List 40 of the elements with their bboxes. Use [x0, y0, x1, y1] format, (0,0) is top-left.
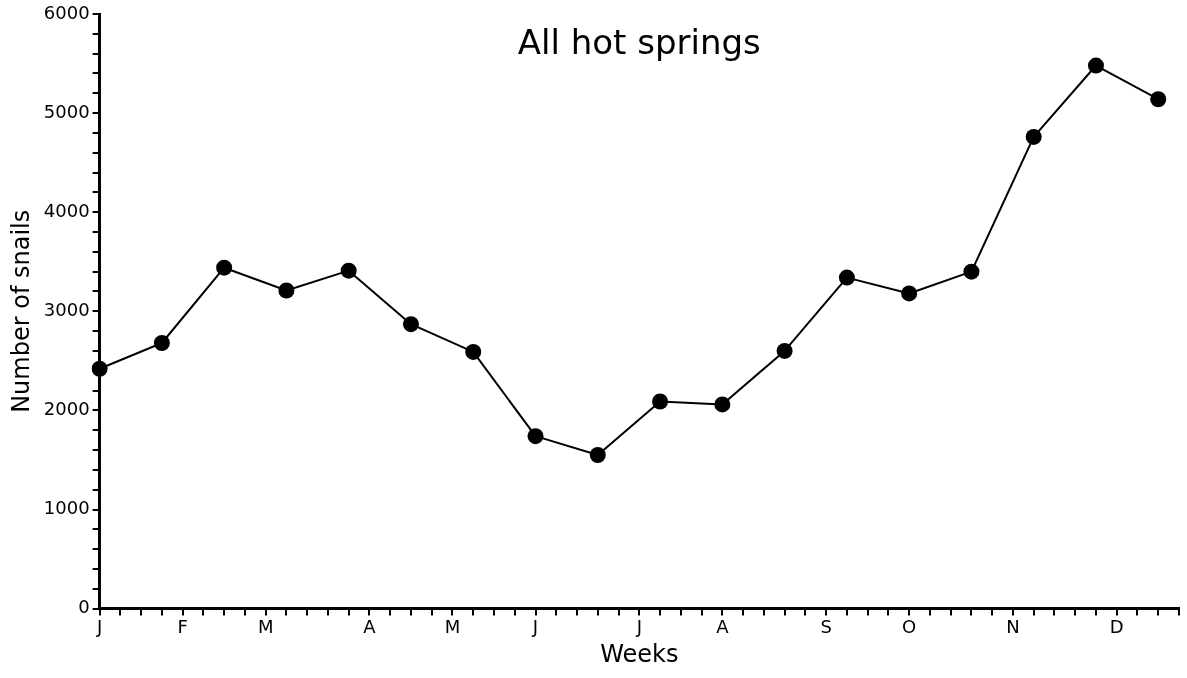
x-tick-label: M: [257, 616, 274, 638]
y-tick-label: 5000: [43, 100, 90, 122]
point: [589, 447, 606, 463]
x-tick-label: F: [177, 616, 188, 638]
x-tick-label: N: [1006, 616, 1020, 638]
point: [465, 343, 482, 360]
x-tick-label: M: [444, 616, 461, 638]
point: [1025, 128, 1042, 145]
point: [278, 282, 295, 299]
point: [652, 393, 669, 410]
point: [714, 396, 731, 413]
x-tick-label: A: [363, 616, 377, 638]
x-axis-title: Weeks: [600, 639, 679, 668]
point: [1087, 57, 1104, 74]
point: [963, 263, 980, 280]
y-axis-title: Number of snails: [6, 209, 35, 413]
x-tick-label: J: [95, 616, 103, 638]
x-tick-label: A: [716, 616, 730, 638]
x-tick-label: J: [635, 616, 642, 638]
y-tick-label: 0: [78, 596, 90, 618]
point: [91, 360, 108, 377]
x-tick-label: D: [1109, 616, 1124, 638]
x-tick-label: J: [531, 616, 539, 638]
point: [527, 428, 544, 445]
y-tick-label: 6000: [43, 1, 90, 23]
x-tick-label: S: [820, 616, 832, 638]
point: [216, 259, 233, 276]
point: [402, 316, 419, 333]
y-tick-label: 4000: [43, 199, 90, 221]
y-tick-label: 3000: [43, 298, 90, 320]
point: [838, 269, 855, 286]
point: [901, 285, 918, 302]
point: [340, 262, 357, 279]
y-tick-label: 1000: [43, 497, 90, 519]
chart-title: All hot springs: [517, 21, 761, 62]
point: [1150, 91, 1167, 108]
point: [153, 335, 170, 352]
x-tick-label: O: [902, 616, 917, 638]
y-tick-label: 2000: [43, 398, 90, 420]
point: [776, 342, 793, 359]
